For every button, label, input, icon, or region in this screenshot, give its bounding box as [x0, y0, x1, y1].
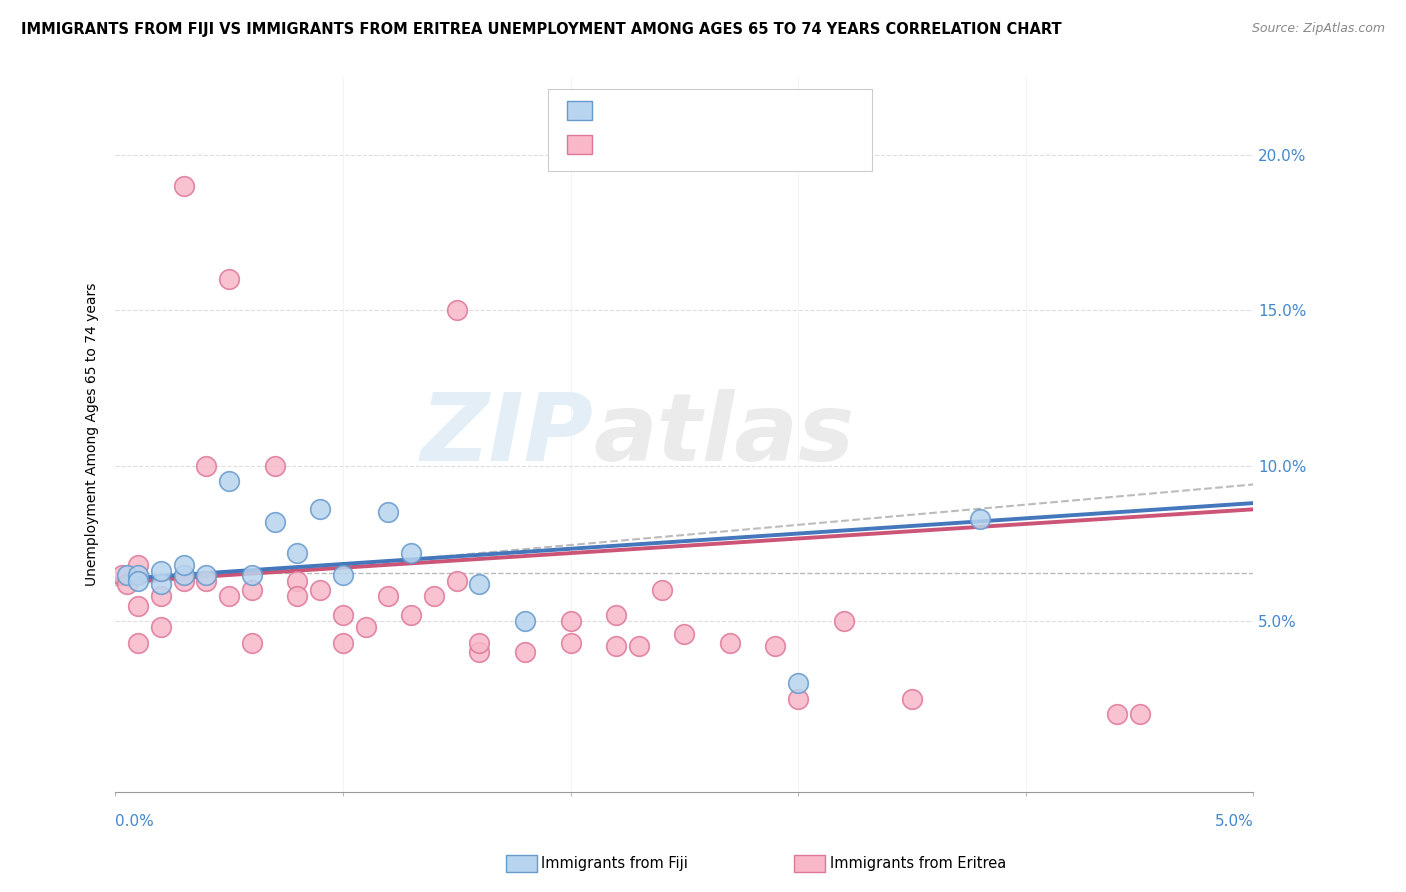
Point	[240, 567, 263, 582]
Point	[309, 583, 332, 598]
Point	[218, 475, 240, 489]
Text: ZIP: ZIP	[420, 389, 593, 481]
Point	[377, 589, 399, 603]
Point	[309, 502, 332, 516]
Point	[787, 676, 810, 690]
Point	[173, 574, 195, 588]
Text: N =: N =	[689, 144, 723, 159]
Text: 5.0%: 5.0%	[1215, 814, 1253, 829]
Point	[195, 574, 218, 588]
Point	[173, 567, 195, 582]
Point	[127, 599, 149, 613]
Point	[332, 567, 354, 582]
Text: 0.0%: 0.0%	[115, 814, 155, 829]
Text: Source: ZipAtlas.com: Source: ZipAtlas.com	[1251, 22, 1385, 36]
Point	[149, 577, 172, 591]
Point	[218, 272, 240, 286]
Point	[195, 458, 218, 473]
Text: 0.311: 0.311	[627, 110, 675, 125]
Point	[111, 567, 134, 582]
Point	[513, 614, 536, 628]
Point	[173, 179, 195, 194]
Text: IMMIGRANTS FROM FIJI VS IMMIGRANTS FROM ERITREA UNEMPLOYMENT AMONG AGES 65 TO 74: IMMIGRANTS FROM FIJI VS IMMIGRANTS FROM …	[21, 22, 1062, 37]
Point	[560, 636, 582, 650]
Point	[195, 567, 218, 582]
Point	[240, 583, 263, 598]
Point	[332, 607, 354, 622]
Point	[605, 607, 627, 622]
Point	[240, 636, 263, 650]
Point	[115, 567, 138, 582]
Point	[513, 645, 536, 659]
Point	[468, 636, 491, 650]
Point	[399, 546, 422, 560]
Point	[1129, 707, 1152, 722]
Point	[149, 565, 172, 579]
Text: 44: 44	[718, 144, 740, 159]
Point	[468, 645, 491, 659]
Point	[969, 511, 991, 525]
Point	[287, 574, 309, 588]
Point	[263, 515, 285, 529]
Point	[127, 574, 149, 588]
Point	[149, 589, 172, 603]
Point	[605, 639, 627, 653]
Point	[446, 303, 468, 318]
Point	[127, 636, 149, 650]
Point	[218, 589, 240, 603]
Point	[560, 614, 582, 628]
Point	[423, 589, 446, 603]
Point	[1105, 707, 1128, 722]
Point	[468, 577, 491, 591]
Point	[763, 639, 786, 653]
Y-axis label: Unemployment Among Ages 65 to 74 years: Unemployment Among Ages 65 to 74 years	[86, 283, 100, 586]
Point	[173, 558, 195, 573]
Point	[332, 636, 354, 650]
Text: 20: 20	[718, 110, 740, 125]
Point	[263, 458, 285, 473]
Point	[399, 607, 422, 622]
Text: R =: R =	[598, 144, 631, 159]
Text: R =: R =	[598, 110, 631, 125]
Point	[787, 691, 810, 706]
Text: Immigrants from Eritrea: Immigrants from Eritrea	[830, 856, 1005, 871]
Point	[115, 577, 138, 591]
Point	[673, 626, 696, 640]
Point	[354, 620, 377, 634]
Point	[718, 636, 741, 650]
Point	[127, 558, 149, 573]
Text: 0.123: 0.123	[627, 144, 675, 159]
Point	[446, 574, 468, 588]
Point	[832, 614, 855, 628]
Point	[127, 567, 149, 582]
Text: Immigrants from Fiji: Immigrants from Fiji	[541, 856, 688, 871]
Point	[149, 620, 172, 634]
Point	[377, 505, 399, 519]
Text: atlas: atlas	[593, 389, 855, 481]
Point	[287, 589, 309, 603]
Point	[287, 546, 309, 560]
Point	[651, 583, 673, 598]
Text: N =: N =	[689, 110, 723, 125]
Point	[627, 639, 650, 653]
Point	[901, 691, 924, 706]
